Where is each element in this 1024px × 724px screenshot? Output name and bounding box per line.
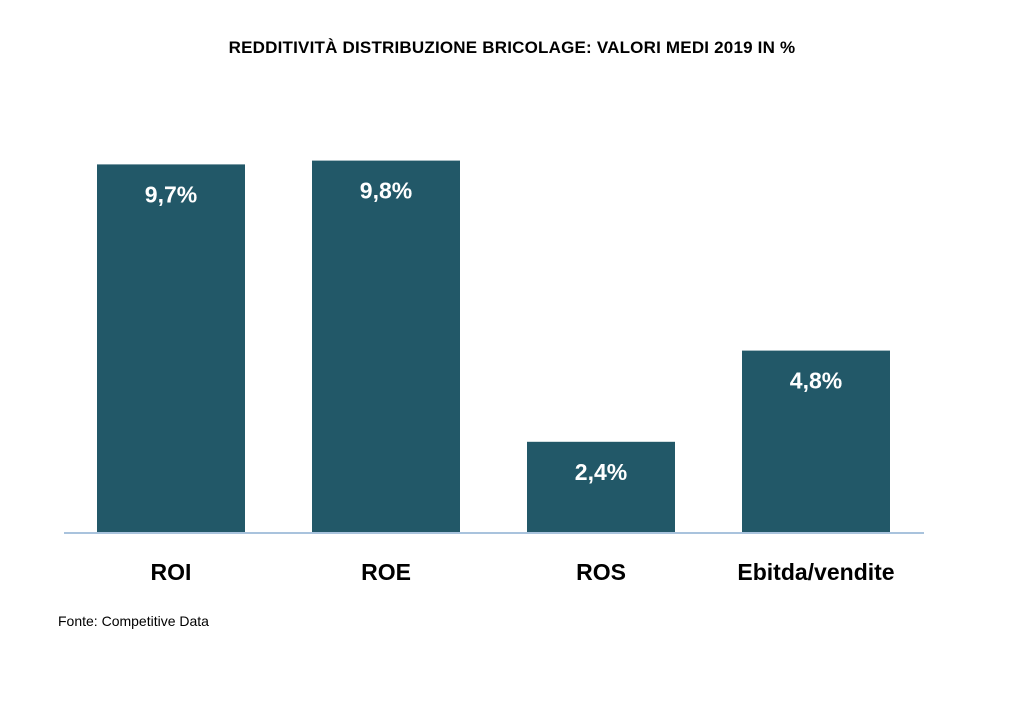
data-label-ebitda-vendite: 4,8% <box>790 368 842 394</box>
chart-title: REDDITIVITÀ DISTRIBUZIONE BRICOLAGE: VAL… <box>228 38 796 57</box>
bar-ros <box>527 441 675 533</box>
category-label-ebitda-vendite: Ebitda/vendite <box>737 559 894 585</box>
bars-layer <box>97 160 890 533</box>
data-label-roe: 9,8% <box>360 178 412 204</box>
data-label-ros: 2,4% <box>575 459 627 485</box>
category-label-ros: ROS <box>576 559 626 585</box>
bar-roe <box>312 160 460 533</box>
source-note: Fonte: Competitive Data <box>58 613 209 629</box>
bar-roi <box>97 164 245 533</box>
bar-ebitda-vendite <box>742 350 890 533</box>
category-label-roe: ROE <box>361 559 411 585</box>
data-label-roi: 9,7% <box>145 181 197 207</box>
labels-layer: 9,7% ROI 9,8% ROE 2,4% ROS 4,8% Ebitda/vendite <box>145 178 895 585</box>
category-label-roi: ROI <box>151 559 192 585</box>
